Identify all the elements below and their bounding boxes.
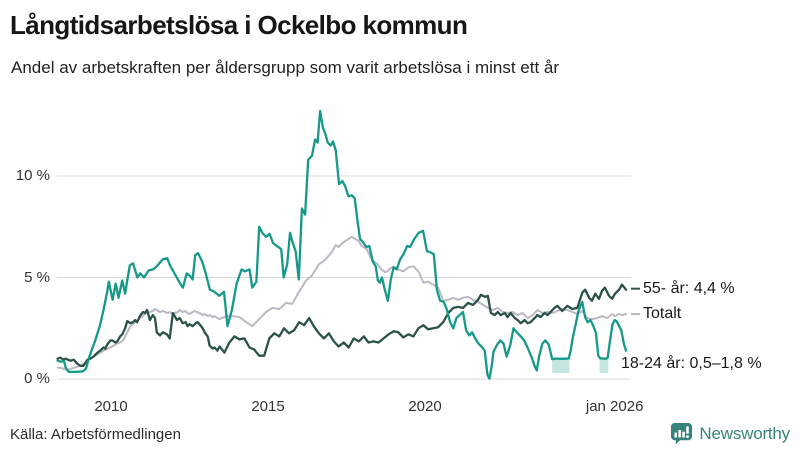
page-title: Långtidsarbetslösa i Ockelbo kommun [10, 10, 468, 40]
series-line-18-24år [56, 109, 628, 380]
y-tick-label: 0 % [24, 370, 50, 387]
x-tick-label: 2015 [251, 398, 285, 415]
series-line-55-år [56, 283, 628, 367]
uncertainty-band [599, 358, 609, 373]
x-tick-label: 2010 [94, 398, 128, 415]
uncertainty-band [552, 358, 570, 373]
newsworthy-logo: Newsworthy [670, 422, 790, 445]
line-label-totalt: Totalt [643, 305, 682, 323]
x-tick-label: 2020 [408, 398, 442, 415]
line-label-18-24: 18-24 år: 0,5–1,8 % [621, 355, 762, 373]
source-note: Källa: Arbetsförmedlingen [10, 426, 181, 443]
newsworthy-wordmark: Newsworthy [699, 423, 790, 443]
x-tick-label: jan 2026 [585, 398, 644, 415]
y-tick-label: 10 % [15, 167, 50, 184]
y-tick-label: 5 % [24, 268, 50, 286]
newsworthy-bubble-icon [671, 422, 693, 445]
chart-subtitle: Andel av arbetskraften per åldersgrupp s… [11, 58, 560, 77]
line-label-55plus: 55- år: 4,4 % [643, 279, 735, 297]
